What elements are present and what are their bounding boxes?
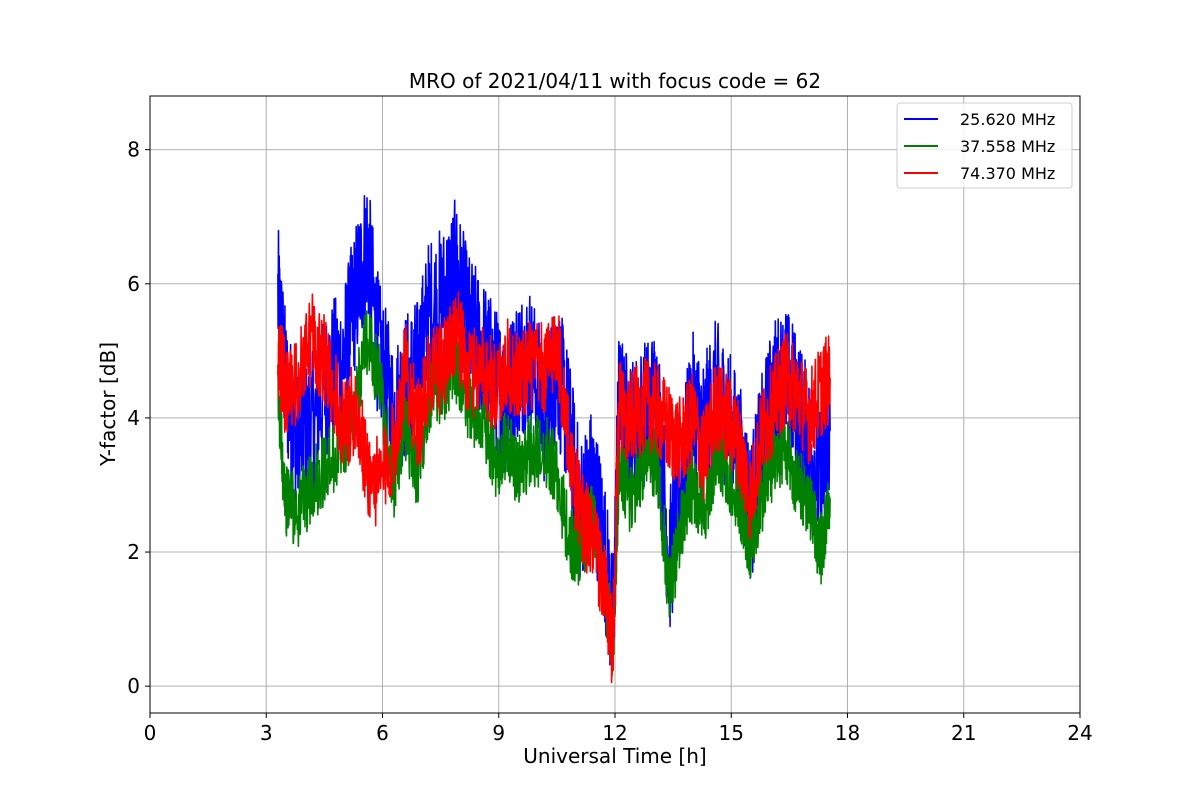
y-tick-label: 0	[127, 674, 140, 698]
x-tick-label: 3	[260, 721, 273, 745]
x-tick-label: 18	[835, 721, 860, 745]
legend-label-2: 37.558 MHz	[960, 137, 1055, 156]
x-tick-label: 15	[719, 721, 744, 745]
y-tick-label: 4	[127, 406, 140, 430]
y-axis-label: Y-factor [dB]	[96, 342, 120, 467]
legend: 25.620 MHz 37.558 MHz 74.370 MHz	[896, 102, 1073, 189]
legend-box	[896, 102, 1073, 189]
x-tick-label: 21	[951, 721, 976, 745]
y-tick-label: 2	[127, 540, 140, 564]
chart-title: MRO of 2021/04/11 with focus code = 62	[409, 69, 821, 93]
series-line-3	[277, 291, 831, 684]
series-line-2	[277, 310, 831, 677]
x-tick-label: 12	[602, 721, 627, 745]
series-layer	[277, 195, 831, 684]
x-tick-label: 24	[1067, 721, 1092, 745]
x-axis-label: Universal Time [h]	[523, 744, 706, 768]
legend-label-3: 74.370 MHz	[960, 164, 1055, 183]
x-tick-label: 9	[492, 721, 505, 745]
y-axis: 0 2 4 6 8	[127, 138, 150, 698]
y-tick-label: 6	[127, 272, 140, 296]
x-tick-label: 0	[144, 721, 157, 745]
legend-label-1: 25.620 MHz	[960, 110, 1055, 129]
y-tick-label: 8	[127, 138, 140, 162]
x-tick-label: 6	[376, 721, 389, 745]
x-axis: 0 3 6 9 12 15 18 21 24	[144, 713, 1093, 745]
